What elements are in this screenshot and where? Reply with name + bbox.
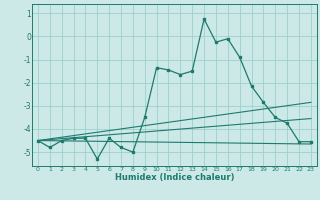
X-axis label: Humidex (Indice chaleur): Humidex (Indice chaleur) <box>115 173 234 182</box>
